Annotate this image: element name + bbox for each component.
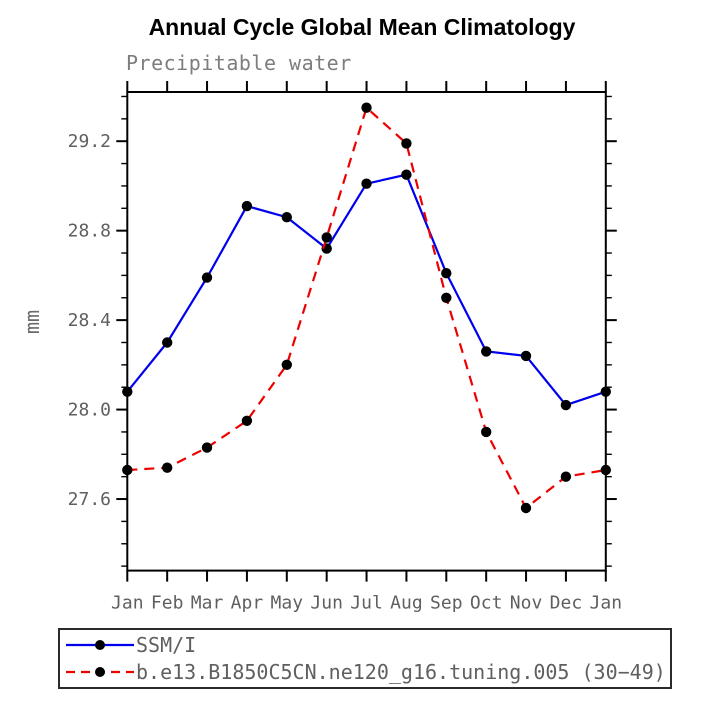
data-point [520, 350, 532, 362]
data-point [201, 442, 213, 453]
series-line [126, 173, 607, 407]
x-tick-label: Jun [310, 593, 343, 614]
data-point [520, 502, 532, 514]
chart-title: Annual Cycle Global Mean Climatology [148, 14, 576, 40]
data-point [481, 426, 492, 438]
x-tick-label: Jul [350, 593, 383, 614]
x-tick-label: Jan [111, 593, 144, 614]
legend-item-ssmi: SSM/I [64, 632, 670, 659]
x-tick-label: Apr [231, 593, 264, 614]
chart-subtitle: Precipitable water [126, 51, 352, 75]
data-point [441, 292, 452, 303]
data-point [241, 200, 253, 212]
x-tick-label: Feb [151, 593, 184, 614]
data-point [281, 359, 292, 370]
data-point [481, 346, 492, 357]
data-point [321, 232, 332, 243]
data-point [361, 178, 372, 189]
x-tick-label: May [271, 593, 304, 614]
data-point [241, 415, 253, 426]
legend-label: b.e13.B1850C5CN.ne120_g16.tuning.005 (30… [136, 659, 666, 684]
data-point [560, 399, 572, 411]
data-point [122, 386, 133, 397]
y-tick-label: 28.0 [68, 400, 111, 421]
data-point [560, 471, 572, 482]
data-point [401, 169, 412, 180]
data-point [600, 386, 611, 397]
x-tick-label: Mar [191, 593, 224, 614]
x-tick-label: Aug [390, 593, 423, 614]
y-tick-label: 27.6 [68, 489, 111, 510]
data-point [401, 138, 412, 149]
data-point [122, 464, 133, 476]
x-tick-label: Sep [430, 593, 463, 614]
y-tick-label: 28.4 [68, 310, 111, 331]
y-tick-label: 29.2 [68, 131, 111, 152]
data-point [201, 272, 213, 283]
data-point [361, 102, 372, 113]
legend-label: SSM/I [136, 633, 197, 658]
data-point [441, 268, 452, 279]
data-point [162, 337, 173, 348]
x-tick-label: Jan [590, 593, 623, 614]
x-tick-label: Nov [510, 593, 543, 614]
plot-frame [126, 91, 607, 572]
legend-line-solid-icon [66, 640, 134, 651]
legend-box: SSM/I b.e13.B1850C5CN.ne120_g16.tuning.0… [58, 628, 672, 689]
x-tick-label: Dec [550, 593, 583, 614]
data-point [162, 462, 173, 473]
legend-line-dashed-icon [66, 666, 134, 677]
legend-item-model: b.e13.B1850C5CN.ne120_g16.tuning.005 (30… [64, 659, 670, 686]
data-point [600, 464, 611, 476]
y-tick-label: 28.8 [68, 221, 111, 242]
series-line [127, 105, 606, 510]
x-tick-label: Oct [470, 593, 503, 614]
data-point [281, 212, 292, 223]
